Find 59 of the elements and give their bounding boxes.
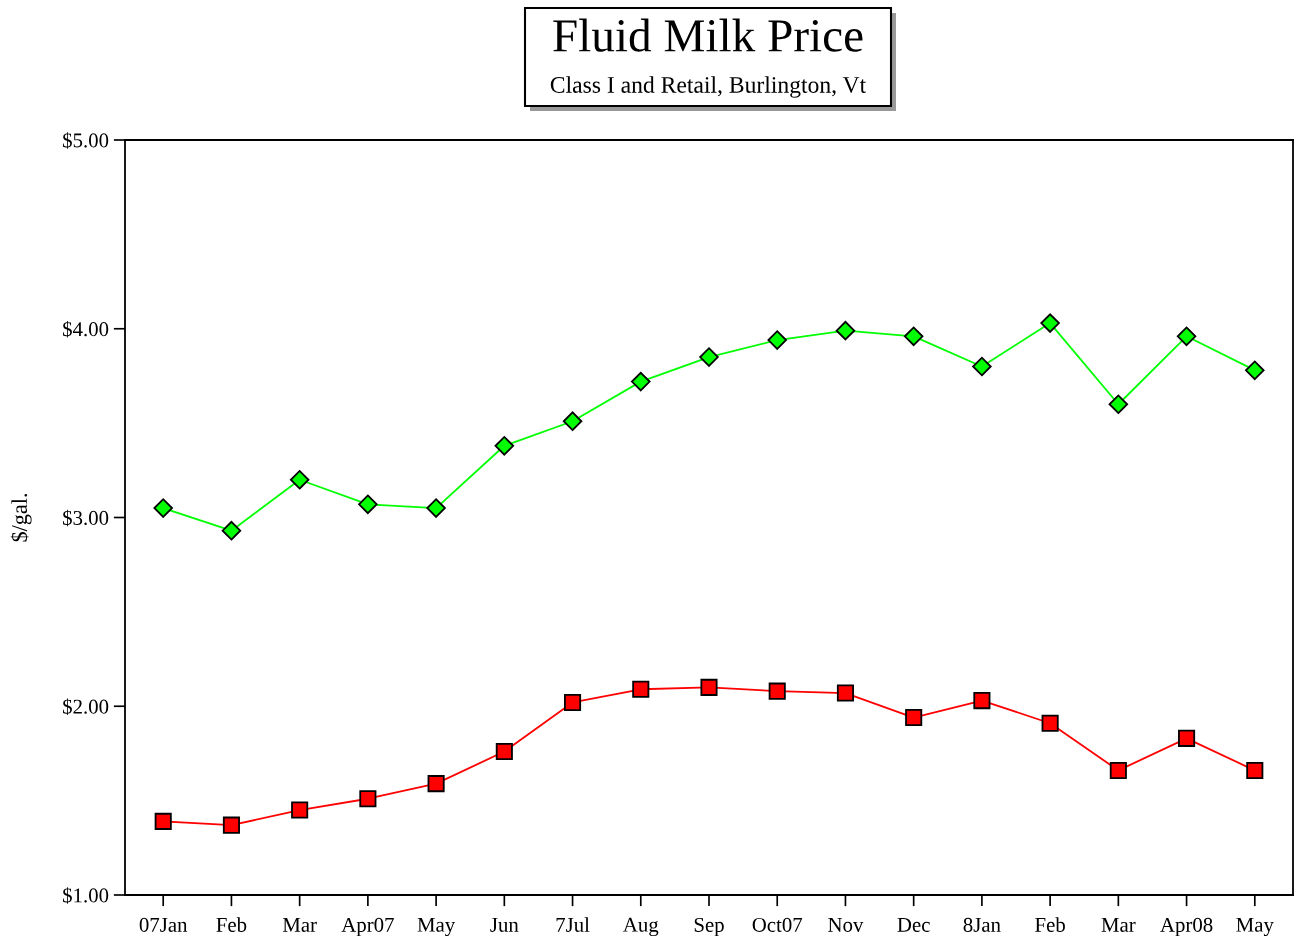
- point: [767, 330, 787, 350]
- y-axis-title: $/gal.: [10, 493, 32, 542]
- point: [564, 693, 582, 712]
- x-tick-label: Nov: [828, 918, 864, 932]
- x-tick-label: Oct07: [752, 917, 803, 932]
- chart-title: Fluid Milk Price: [553, 18, 863, 52]
- point: [768, 682, 786, 700]
- x-tick-label: Apr08: [1160, 917, 1213, 937]
- point: [905, 709, 923, 727]
- x-tick-label: Feb: [216, 917, 247, 932]
- point: [1176, 326, 1197, 347]
- y-tick-label: $2.00: [63, 698, 109, 716]
- point: [836, 684, 854, 702]
- point: [903, 326, 924, 347]
- point: [632, 680, 650, 698]
- point: [699, 347, 719, 367]
- x-tick-label: 07Jan: [139, 917, 188, 932]
- x-tick-label: Mar: [282, 918, 317, 932]
- x-tick-label: Dec: [897, 918, 930, 932]
- point: [1108, 394, 1129, 414]
- point: [1245, 360, 1265, 381]
- point: [222, 816, 240, 834]
- x-tick-label: Apr07: [341, 917, 394, 937]
- point: [973, 692, 991, 710]
- x-tick-label: May: [417, 917, 456, 937]
- point: [359, 790, 377, 808]
- y-tick-label: $1.00: [63, 887, 109, 904]
- point: [1109, 761, 1127, 779]
- y-tick-label: $4.00: [63, 320, 109, 338]
- point: [700, 678, 718, 696]
- x-tick-label: Feb: [1035, 917, 1065, 932]
- point: [291, 801, 309, 819]
- point: [835, 320, 856, 341]
- point: [631, 371, 651, 392]
- point: [1041, 714, 1059, 732]
- point: [494, 436, 515, 456]
- x-tick-label: Sep: [694, 917, 724, 937]
- point: [1178, 729, 1196, 747]
- point: [154, 812, 172, 830]
- point: [153, 498, 173, 518]
- point: [495, 743, 513, 761]
- x-tick-label: Jun: [490, 918, 519, 932]
- y-tick-label: $5.00: [63, 132, 109, 149]
- point: [221, 520, 242, 541]
- x-tick-label: Aug: [623, 917, 659, 937]
- point: [562, 411, 583, 431]
- x-tick-label: May: [1236, 917, 1274, 937]
- y-tick-label: $3.00: [63, 509, 109, 527]
- point: [1246, 761, 1264, 779]
- point: [427, 775, 445, 793]
- point: [289, 470, 310, 490]
- x-tick-label: Mar: [1101, 918, 1136, 932]
- point: [426, 498, 446, 518]
- point: [972, 356, 992, 377]
- x-tick-label: 7Jul: [556, 917, 590, 932]
- x-tick-label: 8Jan: [963, 917, 1001, 932]
- point: [1040, 313, 1060, 333]
- chart-subtitle: Class I and Retail, Burlington, Vt: [550, 76, 867, 98]
- point: [358, 494, 378, 515]
